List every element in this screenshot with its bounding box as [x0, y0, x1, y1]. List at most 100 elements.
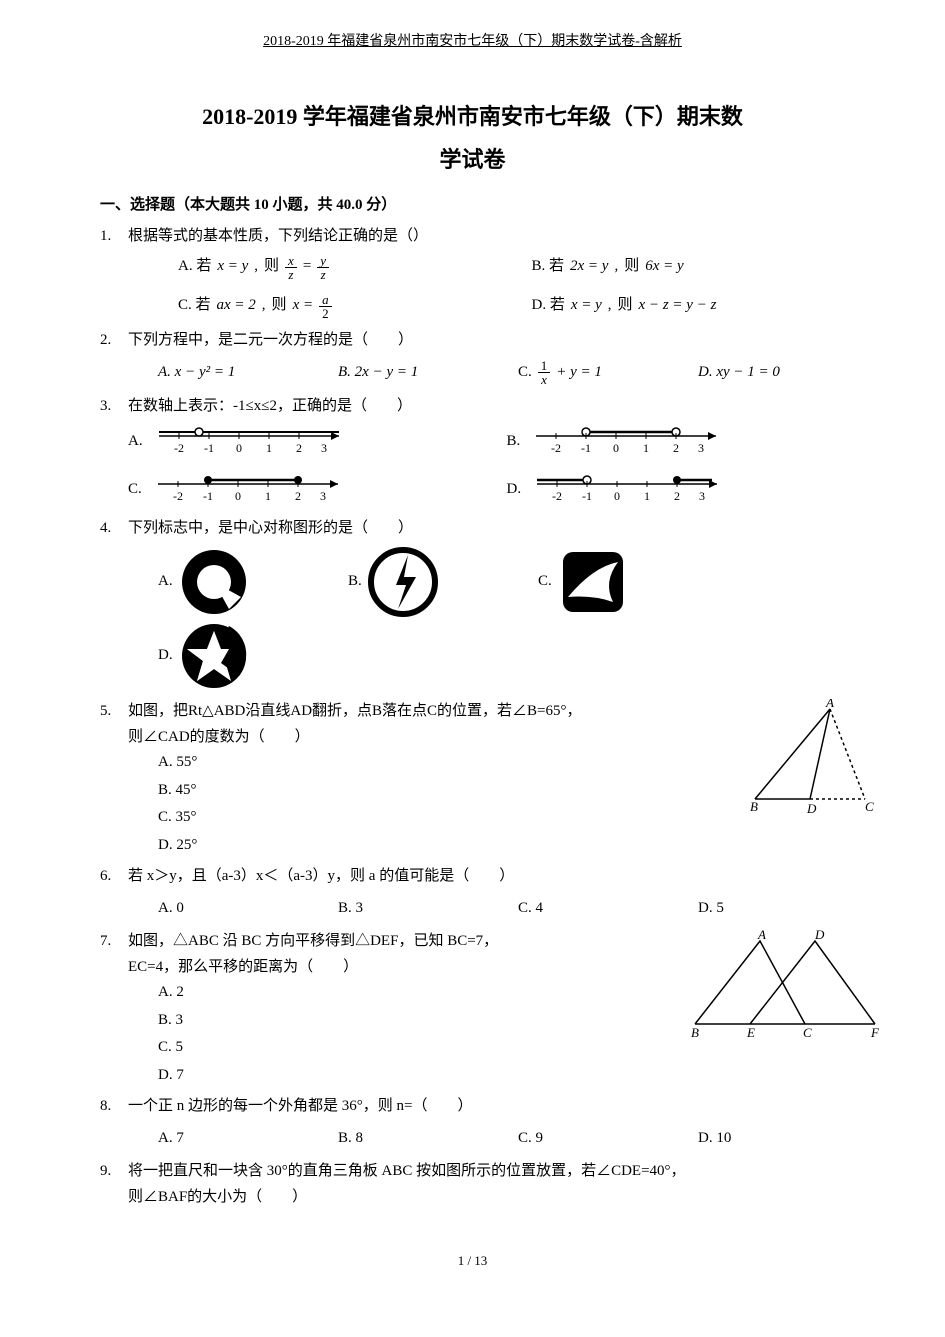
svg-text:-2: -2	[551, 441, 561, 455]
q4-opt-c: C.	[538, 547, 708, 617]
question-4: 4. 下列标志中，是中心对称图形的是（ ） A. B. C.	[100, 516, 885, 696]
svg-text:C: C	[803, 1025, 812, 1039]
question-2: 2. 下列方程中，是二元一次方程的是（ ） A. x − y² = 1 B. 2…	[100, 328, 885, 391]
q8-opt-a: A. 7	[158, 1126, 318, 1152]
question-7: 7. 如图，△ABC 沿 BC 方向平移得到△DEF，已知 BC=7， EC=4…	[100, 929, 885, 1090]
svg-text:B: B	[750, 799, 758, 814]
q2-opt-a: A. x − y² = 1	[158, 359, 318, 386]
q4-opt-d: D.	[158, 621, 308, 691]
question-8: 8. 一个正 n 边形的每一个外角都是 36°，则 n=（ ） A. 7 B. …	[100, 1094, 885, 1155]
section-1-heading: 一、选择题（本大题共 10 小题，共 40.0 分）	[100, 193, 885, 219]
q2-text: 下列方程中，是二元一次方程的是（ ）	[128, 328, 885, 354]
q7-opt-a: A. 2	[158, 980, 665, 1006]
q5-opt-c: C. 35°	[158, 805, 715, 831]
q3-number: 3.	[100, 394, 128, 512]
q9-text-1: 将一把直尺和一块含 30°的直角三角板 ABC 按如图所示的位置放置，若∠CDE…	[128, 1159, 885, 1185]
q8-opt-b: B. 8	[338, 1126, 498, 1152]
question-3: 3. 在数轴上表示：-1≤x≤2，正确的是（ ） A. -2-10 123	[100, 394, 885, 512]
q7-text-2: EC=4，那么平移的距离为（ ）	[128, 955, 685, 981]
svg-text:C: C	[865, 799, 874, 814]
svg-text:1: 1	[266, 441, 272, 455]
question-5: 5. 如图，把Rt△ABD沿直线AD翻折，点B落在点C的位置，若∠B=65°， …	[100, 699, 885, 860]
q9-text-2: 则∠BAF的大小为（ ）	[128, 1185, 885, 1211]
svg-text:-1: -1	[581, 441, 591, 455]
svg-text:D: D	[806, 801, 817, 816]
logo-a-icon	[179, 547, 249, 617]
q8-number: 8.	[100, 1094, 128, 1155]
q2-number: 2.	[100, 328, 128, 391]
q9-number: 9.	[100, 1159, 128, 1210]
q3-opt-b: B. -2-10 123	[507, 424, 866, 460]
title-line-2: 学试卷	[60, 141, 885, 178]
q7-opt-b: B. 3	[158, 1008, 665, 1034]
svg-text:-2: -2	[174, 441, 184, 455]
q2-opt-c: C. 1x + y = 1	[518, 359, 678, 386]
q3-opt-d: D. -2-10 123	[507, 472, 866, 508]
q1-opt-d: D. 若x = y,则x − z = y − z	[532, 293, 866, 320]
q2-opt-d: D. xy − 1 = 0	[698, 359, 858, 386]
q3-text: 在数轴上表示：-1≤x≤2，正确的是（ ）	[128, 394, 885, 420]
q2-opt-b: B. 2x − y = 1	[338, 359, 498, 386]
q6-text: 若 x＞y，且（a-3）x＜（a-3）y，则 a 的值可能是（ ）	[128, 864, 885, 890]
q5-text-2: 则∠CAD的度数为（ ）	[128, 725, 735, 751]
svg-text:-1: -1	[582, 489, 592, 503]
q6-number: 6.	[100, 864, 128, 925]
svg-text:A: A	[825, 699, 834, 710]
q6-opt-b: B. 3	[338, 896, 498, 922]
page-footer: 1 / 13	[60, 1250, 885, 1272]
svg-text:-2: -2	[173, 489, 183, 503]
logo-b-icon	[368, 547, 438, 617]
q6-opt-d: D. 5	[698, 896, 858, 922]
q6-opt-c: C. 4	[518, 896, 678, 922]
q4-opt-a: A.	[158, 547, 328, 617]
q1-opt-c: C. 若ax = 2,则x = a2	[178, 293, 512, 320]
svg-text:F: F	[870, 1025, 880, 1039]
question-6: 6. 若 x＞y，且（a-3）x＜（a-3）y，则 a 的值可能是（ ） A. …	[100, 864, 885, 925]
q5-text-1: 如图，把Rt△ABD沿直线AD翻折，点B落在点C的位置，若∠B=65°，	[128, 699, 735, 725]
q3-opt-a: A. -2-10 123	[128, 424, 487, 460]
q8-opt-c: C. 9	[518, 1126, 678, 1152]
svg-text:0: 0	[614, 489, 620, 503]
svg-text:2: 2	[295, 489, 301, 503]
svg-text:0: 0	[235, 489, 241, 503]
q7-figure: A D B E C F	[685, 929, 885, 1090]
q4-opt-b: B.	[348, 547, 518, 617]
page-header: 2018-2019 年福建省泉州市南安市七年级（下）期末数学试卷-含解析	[60, 30, 885, 58]
svg-text:D: D	[814, 929, 825, 942]
q1-number: 1.	[100, 224, 128, 324]
svg-text:0: 0	[236, 441, 242, 455]
svg-text:3: 3	[321, 441, 327, 455]
q5-opt-d: D. 25°	[158, 833, 715, 859]
numberline-b: -2-10 123	[526, 424, 726, 460]
svg-text:2: 2	[674, 489, 680, 503]
svg-text:B: B	[691, 1025, 699, 1039]
q5-figure: A B D C	[735, 699, 885, 860]
q7-opt-c: C. 5	[158, 1035, 665, 1061]
q5-opt-a: A. 55°	[158, 750, 715, 776]
q1-text: 根据等式的基本性质，下列结论正确的是（）	[128, 224, 885, 250]
q4-number: 4.	[100, 516, 128, 696]
q7-text-1: 如图，△ABC 沿 BC 方向平移得到△DEF，已知 BC=7，	[128, 929, 685, 955]
svg-text:3: 3	[699, 489, 705, 503]
q7-number: 7.	[100, 929, 128, 1090]
svg-text:E: E	[746, 1025, 755, 1039]
question-9: 9. 将一把直尺和一块含 30°的直角三角板 ABC 按如图所示的位置放置，若∠…	[100, 1159, 885, 1210]
svg-text:1: 1	[265, 489, 271, 503]
svg-text:2: 2	[673, 441, 679, 455]
q1-opt-b: B. 若2x = y,则6x = y	[532, 254, 866, 281]
svg-text:-1: -1	[204, 441, 214, 455]
logo-c-icon	[558, 547, 628, 617]
svg-text:2: 2	[296, 441, 302, 455]
q5-number: 5.	[100, 699, 128, 860]
svg-text:3: 3	[320, 489, 326, 503]
svg-text:1: 1	[643, 441, 649, 455]
q7-opt-d: D. 7	[158, 1063, 665, 1089]
svg-text:1: 1	[644, 489, 650, 503]
numberline-c: -2-10 123	[148, 472, 348, 508]
q4-text: 下列标志中，是中心对称图形的是（ ）	[128, 516, 885, 542]
q3-opt-c: C. -2-10 123	[128, 472, 487, 508]
svg-text:A: A	[757, 929, 766, 942]
svg-text:-2: -2	[552, 489, 562, 503]
q5-opt-b: B. 45°	[158, 778, 715, 804]
q8-text: 一个正 n 边形的每一个外角都是 36°，则 n=（ ）	[128, 1094, 885, 1120]
